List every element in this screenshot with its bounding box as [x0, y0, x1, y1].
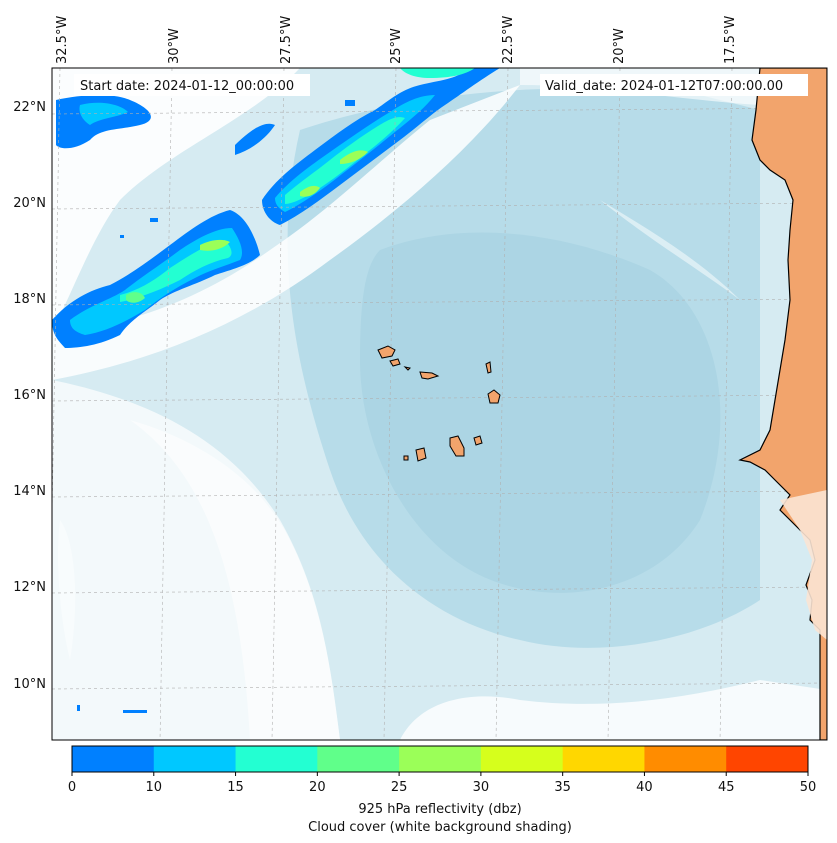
lon-label: 22.5°W	[501, 16, 516, 64]
low-cloud-core	[360, 232, 721, 593]
colorbar-sublabel: Cloud cover (white background shading)	[308, 820, 572, 835]
lat-label: 16°N	[13, 388, 46, 403]
colorbar-tick-label: 20	[309, 780, 326, 795]
graticule	[52, 68, 827, 740]
colorbar-tick-label: 25	[391, 780, 408, 795]
map-frame	[51, 67, 828, 741]
colorbar-segment	[399, 746, 482, 772]
cape-verde-islands	[377, 345, 501, 462]
colorbar-frame	[71, 745, 809, 773]
colorbar-segment	[480, 746, 564, 772]
colorbar-tick-label: 35	[554, 780, 571, 795]
colorbar-label: 925 hPa reflectivity (dbz)	[358, 802, 521, 817]
colorbar-segment	[317, 746, 400, 772]
colorbar-segment	[72, 746, 155, 772]
longitude-labels: 32.5°W 30°W 27.5°W 25°W 22.5°W 20°W 17.5…	[55, 16, 738, 64]
colorbar: 0 10 15 20 25 30 35 40 45 50 925 hPa reflectivity…	[68, 745, 817, 835]
lat-label: 22°N	[13, 100, 46, 115]
colorbar-tick-label: 10	[146, 780, 163, 795]
colorbar-tick-label: 15	[227, 780, 244, 795]
start-date-text: Start date: 2024-01-12_00:00:00	[80, 79, 294, 94]
lon-label: 27.5°W	[279, 16, 294, 64]
colorbar-segment	[644, 746, 727, 772]
lat-label: 18°N	[13, 292, 46, 307]
lat-label: 10°N	[13, 677, 46, 692]
colorbar-segment	[235, 746, 318, 772]
lon-label: 25°W	[389, 28, 404, 64]
lon-label: 20°W	[612, 28, 627, 64]
colorbar-tick-label: 30	[473, 780, 490, 795]
lon-label: 17.5°W	[723, 16, 738, 64]
info-bar: Start date: 2024-01-12_00:00:00 Valid_da…	[74, 74, 808, 96]
lat-label: 20°N	[13, 196, 46, 211]
colorbar-tick-label: 0	[68, 780, 76, 795]
colorbar-tick-label: 50	[800, 780, 817, 795]
colorbar-segment	[726, 746, 809, 772]
lon-label: 30°W	[167, 28, 182, 64]
lon-label: 32.5°W	[55, 16, 70, 64]
colorbar-tick-label: 40	[636, 780, 653, 795]
africa-southern-pale	[780, 490, 827, 640]
map-panel	[52, 68, 827, 740]
colorbar-tick-label: 45	[718, 780, 735, 795]
colorbar-segment	[562, 746, 645, 772]
colorbar-segment	[153, 746, 237, 772]
lat-label: 14°N	[13, 484, 46, 499]
lat-label: 12°N	[13, 580, 46, 595]
reflectivity-patches	[52, 68, 500, 713]
latitude-labels: 22°N 20°N 18°N 16°N 14°N 12°N 10°N	[13, 100, 46, 692]
valid-date-text: Valid_date: 2024-01-12T07:00:00.00	[545, 79, 783, 94]
